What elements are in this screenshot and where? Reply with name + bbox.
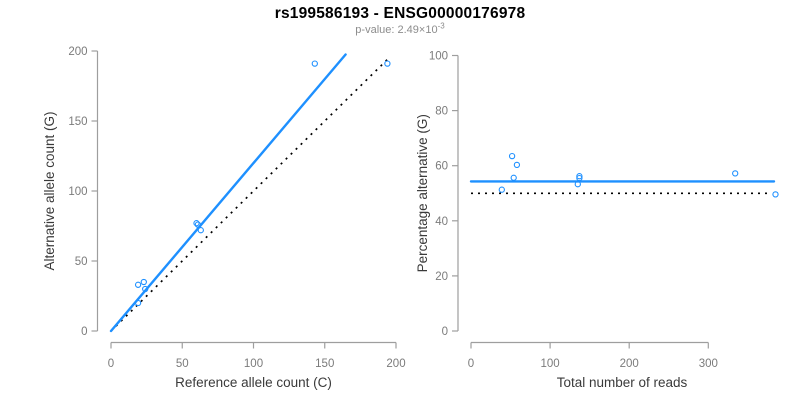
y-tick-label: 40 bbox=[435, 216, 448, 228]
data-point bbox=[142, 285, 149, 293]
data-point bbox=[197, 227, 204, 234]
x-tick-label: 100 bbox=[541, 358, 560, 370]
data-point bbox=[134, 281, 142, 288]
y-tick-label: 0 bbox=[442, 326, 448, 338]
x-tick-label: 200 bbox=[620, 358, 639, 370]
p-value-exponent: -3 bbox=[437, 21, 445, 31]
plot-title: rs199586193 - ENSG00000176978 bbox=[274, 5, 526, 22]
p-value-subtitle: p-value: 2.49×10-3 bbox=[0, 21, 800, 36]
data-point bbox=[574, 181, 581, 188]
y-tick-label: 60 bbox=[435, 161, 448, 173]
y-tick-label: 0 bbox=[81, 326, 87, 338]
x-axis-title: Reference allele count (C) bbox=[175, 375, 332, 390]
y-tick-label: 80 bbox=[435, 106, 448, 118]
x-axis-title: Total number of reads bbox=[557, 375, 688, 390]
data-point bbox=[193, 220, 200, 227]
x-tick-label: 300 bbox=[699, 358, 718, 370]
data-point bbox=[194, 221, 202, 228]
right-plot: 0 20 40 60 80 100 0 100 200 300 Total number of re… bbox=[415, 51, 779, 390]
fit-line bbox=[109, 53, 347, 333]
data-point bbox=[384, 60, 391, 67]
data-point bbox=[498, 186, 505, 193]
x-tick-label: 200 bbox=[386, 358, 405, 370]
y-tick-label: 50 bbox=[75, 256, 88, 268]
y-axis-title: Alternative allele count (G) bbox=[42, 111, 57, 270]
data-point bbox=[510, 174, 517, 181]
y-tick-label: 200 bbox=[68, 46, 87, 58]
y-tick-label: 100 bbox=[429, 51, 448, 63]
data-point bbox=[576, 174, 583, 182]
y-tick-label: 20 bbox=[435, 271, 448, 283]
y-axis-title: Percentage alternative (G) bbox=[415, 114, 430, 272]
x-tick-label: 0 bbox=[108, 358, 114, 370]
data-point bbox=[732, 170, 739, 177]
data-point bbox=[508, 152, 516, 160]
data-point bbox=[140, 278, 147, 286]
data-point bbox=[311, 60, 318, 67]
x-tick-label: 100 bbox=[244, 358, 263, 370]
data-point bbox=[772, 191, 779, 198]
data-point bbox=[134, 299, 142, 307]
left-plot: 0 50 100 150 200 0 50 100 150 200 Reference allele… bbox=[42, 46, 406, 390]
p-value-text: p-value: 2.49×10 bbox=[355, 24, 438, 36]
x-tick-label: 50 bbox=[176, 358, 189, 370]
x-tick-label: 0 bbox=[468, 358, 474, 370]
data-point bbox=[513, 161, 521, 169]
identity-line bbox=[110, 55, 391, 332]
x-tick-label: 150 bbox=[315, 358, 334, 370]
y-tick-label: 150 bbox=[68, 116, 87, 128]
y-tick-label: 100 bbox=[68, 186, 87, 198]
data-point bbox=[576, 173, 583, 180]
